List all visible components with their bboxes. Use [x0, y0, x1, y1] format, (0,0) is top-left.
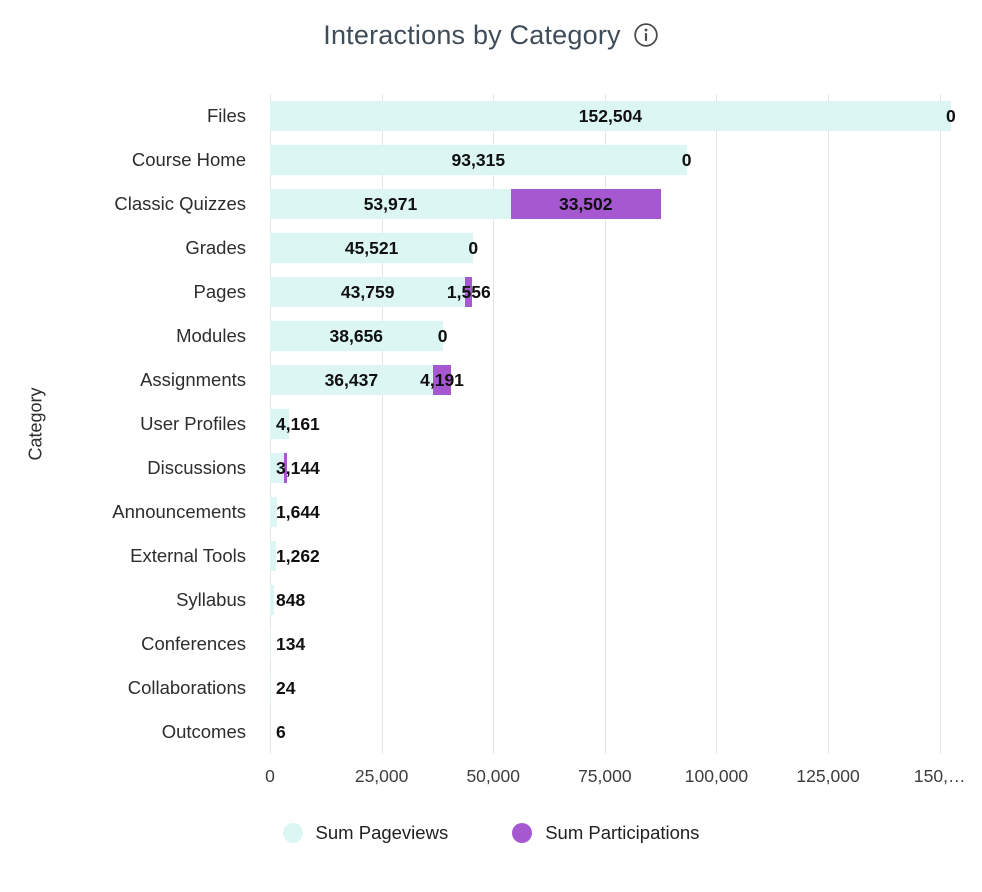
- x-tick-label: 50,000: [466, 766, 520, 786]
- bar-row: Course Home 93,315 0: [132, 138, 962, 182]
- category-label: Pages: [193, 281, 246, 302]
- bar-row: Classic Quizzes 53,971 33,502: [114, 182, 962, 226]
- pageviews-value-label: 53,971: [363, 194, 418, 214]
- participations-bar[interactable]: [510, 189, 661, 219]
- participations-value-label: 0: [437, 326, 448, 346]
- x-tick-label: 100,000: [684, 766, 749, 786]
- chart-title: Interactions by Category: [323, 19, 621, 50]
- x-axis: 0 25,000 50,000 75,000 100,000 125,000 150,…: [265, 754, 965, 796]
- participations-value-label: 0: [945, 106, 956, 126]
- gridline: [381, 94, 383, 754]
- bar-row: Syllabus 848: [176, 578, 962, 622]
- chart-header: Interactions by Category: [0, 0, 982, 54]
- category-label: External Tools: [130, 545, 246, 566]
- category-label: Files: [206, 105, 246, 126]
- pageviews-value-label: 36,437: [324, 370, 379, 390]
- bar-row: Outcomes 6: [162, 710, 962, 754]
- participations-value-label: 1,556: [446, 282, 491, 302]
- pageviews-value-label: 38,656: [329, 326, 384, 346]
- category-label: Syllabus: [176, 589, 246, 610]
- x-tick-label: 0: [265, 766, 275, 786]
- bar-row: User Profiles 4,161: [140, 402, 962, 446]
- legend-label: Sum Participations: [545, 822, 700, 843]
- gridline: [939, 94, 941, 754]
- participations-value-label: 0: [681, 150, 692, 170]
- bar-chart: Category Files 152,504 0 Course Home 93,315 0…: [0, 94, 982, 754]
- gridline: [828, 94, 830, 754]
- bar-row: Announcements 1,644: [112, 490, 962, 534]
- legend-swatch: [512, 823, 533, 843]
- pageviews-value-label: 1,644: [276, 502, 320, 522]
- legend-swatch: [282, 823, 303, 843]
- category-label: Grades: [185, 237, 246, 258]
- bar-row: External Tools 1,262: [130, 534, 962, 578]
- pageviews-value-label: 848: [276, 590, 306, 610]
- bar-row: Files 152,504 0: [207, 94, 962, 138]
- pageviews-bar[interactable]: [270, 629, 271, 659]
- bar-row: Collaborations 24: [128, 666, 962, 710]
- pageviews-value-label: 93,315: [451, 150, 506, 170]
- participations-bar[interactable]: [284, 453, 288, 483]
- pageviews-value-label: 24: [276, 678, 296, 698]
- pageviews-value-label: 45,521: [344, 238, 399, 258]
- pageviews-value-label: 6: [276, 722, 286, 742]
- participations-value-label: 4,191: [420, 370, 464, 390]
- pageviews-value-label: 152,504: [578, 106, 643, 126]
- pageviews-bar[interactable]: [270, 541, 276, 571]
- legend-item: Sum Participations: [512, 822, 699, 844]
- plot-area: Files 152,504 0 Course Home 93,315 0 Classic Q…: [112, 94, 962, 754]
- pageviews-bar[interactable]: [270, 277, 466, 307]
- participations-value-label: 0: [468, 238, 479, 258]
- bar-row: Discussions 3,144: [147, 446, 962, 490]
- x-tick-label: 150,…: [913, 766, 966, 786]
- participations-bar[interactable]: [465, 277, 473, 307]
- pageviews-bar[interactable]: [270, 585, 274, 615]
- x-tick-label: 25,000: [354, 766, 409, 786]
- category-label: Classic Quizzes: [114, 193, 246, 214]
- category-label: Modules: [176, 325, 246, 346]
- pageviews-value-label: 3,144: [276, 458, 320, 478]
- bar-row: Grades 45,521 0: [185, 226, 962, 270]
- participations-bar[interactable]: [432, 365, 452, 395]
- pageviews-bar[interactable]: [270, 453, 285, 483]
- x-tick-label: 75,000: [578, 766, 632, 786]
- pageviews-bar[interactable]: [270, 189, 511, 219]
- pageviews-bar[interactable]: [270, 233, 474, 263]
- category-label: Course Home: [131, 149, 246, 170]
- legend-item: Sum Pageviews: [282, 822, 449, 844]
- info-icon[interactable]: [633, 22, 659, 48]
- pageviews-bar[interactable]: [270, 145, 687, 175]
- pageviews-bar[interactable]: [270, 409, 289, 439]
- pageviews-bar[interactable]: [270, 365, 433, 395]
- category-label: User Profiles: [140, 413, 246, 434]
- bar-row: Conferences 134: [141, 622, 962, 666]
- pageviews-bar[interactable]: [270, 321, 443, 351]
- category-label: Conferences: [141, 633, 246, 654]
- gridline: [493, 94, 495, 754]
- category-label: Outcomes: [161, 721, 246, 742]
- legend-label: Sum Pageviews: [315, 822, 449, 843]
- category-label: Discussions: [147, 457, 246, 478]
- y-axis-title: Category: [25, 387, 46, 461]
- bar-row: Pages 43,759 1,556: [194, 270, 962, 314]
- pageviews-value-label: 1,262: [276, 546, 320, 566]
- bar-row: Assignments 36,437 4,191: [140, 358, 962, 402]
- category-label: Announcements: [112, 501, 246, 522]
- pageviews-value-label: 4,161: [276, 414, 320, 434]
- pageviews-value-label: 43,759: [340, 282, 395, 302]
- x-tick-label: 125,000: [796, 766, 860, 786]
- pageviews-bar[interactable]: [270, 101, 951, 131]
- category-label: Collaborations: [127, 677, 246, 698]
- category-label: Assignments: [140, 369, 246, 390]
- bar-row: Modules 38,656 0: [176, 314, 962, 358]
- gridline: [604, 94, 606, 754]
- participations-value-label: 33,502: [558, 194, 613, 214]
- pageviews-bar[interactable]: [270, 497, 278, 527]
- pageviews-value-label: 134: [276, 634, 306, 654]
- gridline: [716, 94, 718, 754]
- legend: Sum Pageviews Sum Participations: [0, 822, 982, 844]
